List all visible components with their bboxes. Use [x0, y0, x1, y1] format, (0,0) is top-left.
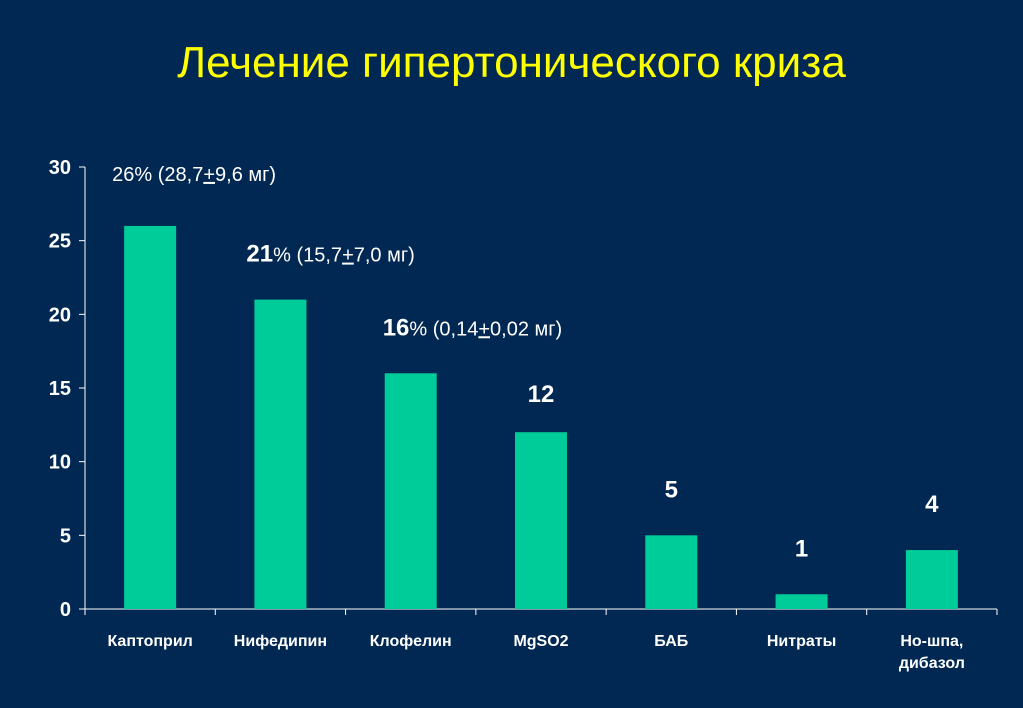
y-tick-label: 15 — [49, 378, 71, 400]
chart-bars — [124, 225, 958, 609]
category-label: MgSO2 — [513, 633, 568, 650]
y-tick-label: 5 — [60, 525, 71, 547]
y-tick-label: 25 — [49, 231, 71, 253]
category-label: БАБ — [654, 633, 688, 650]
data-label: 21% (15,7+7,0 мг) — [246, 241, 414, 268]
bar — [645, 535, 698, 609]
y-tick-label: 0 — [60, 599, 71, 621]
bar — [384, 373, 437, 609]
data-labels: 26% (28,7+9,6 мг) 21% (15,7+7,0 мг) 16% (0… — [112, 164, 939, 562]
bar — [905, 550, 958, 609]
chart-title: Лечение гипертонического криза — [177, 38, 846, 87]
category-label: Но-шпа, дибазол — [899, 633, 965, 672]
category-label: Нитраты — [767, 633, 836, 650]
data-label: 26% (28,7+9,6 мг) — [112, 164, 276, 186]
category-label: Клофелин — [370, 633, 452, 650]
data-label: 1 — [795, 535, 808, 562]
category-label: Каптоприл — [107, 633, 192, 650]
data-label: 16% (0,14+0,02 мг) — [383, 314, 563, 341]
category-label: Нифедипин — [234, 633, 327, 650]
bar — [254, 299, 307, 609]
bar — [775, 594, 828, 609]
y-tick-label: 10 — [49, 452, 71, 474]
bar — [124, 225, 177, 609]
data-label: 12 — [528, 381, 555, 408]
data-label: 4 — [925, 491, 939, 518]
data-label: 5 — [665, 476, 678, 503]
bar — [515, 432, 567, 609]
y-tick-label: 30 — [49, 157, 71, 179]
y-tick-label: 20 — [49, 304, 71, 326]
category-labels: Каптоприл Нифедипин Клофелин MgSO2 БАБ Нитрат… — [107, 633, 964, 672]
